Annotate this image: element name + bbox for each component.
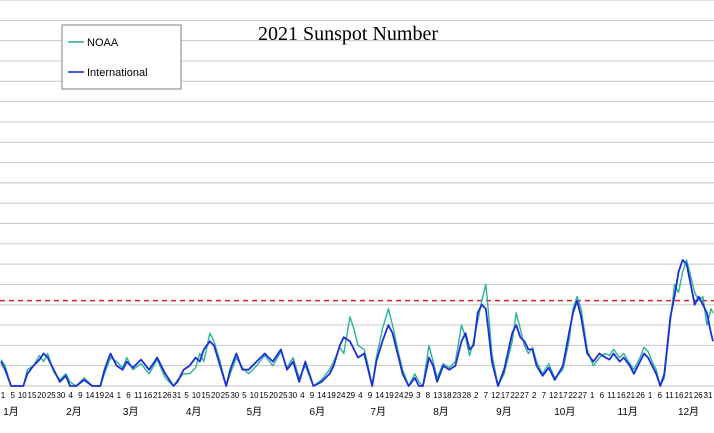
x-tick-day: 11 bbox=[665, 391, 674, 400]
x-tick-day: 15 bbox=[201, 391, 210, 400]
x-tick-day: 8 bbox=[426, 391, 431, 400]
x-tick-day: 25 bbox=[221, 391, 230, 400]
x-tick-day: 19 bbox=[385, 391, 394, 400]
x-tick-day: 9 bbox=[368, 391, 373, 400]
legend: NOAA International bbox=[61, 24, 182, 90]
x-tick-day: 21 bbox=[684, 391, 693, 400]
legend-label-international: International bbox=[87, 67, 148, 79]
x-tick-day: 2 bbox=[474, 391, 479, 400]
x-tick-day: 10 bbox=[18, 391, 27, 400]
x-tick-day: 23 bbox=[452, 391, 461, 400]
x-tick-day: 18 bbox=[443, 391, 452, 400]
x-tick-day: 1 bbox=[648, 391, 653, 400]
x-tick-day: 24 bbox=[105, 391, 114, 400]
x-tick-day: 1 bbox=[590, 391, 595, 400]
x-tick-month: 8月 bbox=[433, 406, 449, 418]
x-tick-day: 4 bbox=[358, 391, 363, 400]
x-tick-day: 25 bbox=[47, 391, 56, 400]
x-tick-month: 1月 bbox=[3, 406, 19, 418]
x-tick-day: 20 bbox=[37, 391, 46, 400]
x-tick-day: 7 bbox=[542, 391, 547, 400]
x-tick-day: 29 bbox=[404, 391, 413, 400]
x-tick-month: 6月 bbox=[310, 406, 326, 418]
x-tick-day: 6 bbox=[600, 391, 605, 400]
x-tick-day: 4 bbox=[300, 391, 305, 400]
x-tick-day: 1 bbox=[117, 391, 122, 400]
x-tick-day: 4 bbox=[68, 391, 73, 400]
x-tick-day: 12 bbox=[491, 391, 500, 400]
chart-title: 2021 Sunspot Number bbox=[258, 23, 438, 45]
x-tick-day: 26 bbox=[694, 391, 703, 400]
x-tick-day: 16 bbox=[617, 391, 626, 400]
x-tick-day: 19 bbox=[327, 391, 336, 400]
x-tick-day: 17 bbox=[501, 391, 510, 400]
x-tick-day: 1 bbox=[1, 391, 6, 400]
series-line-noaa bbox=[0, 259, 714, 387]
x-tick-day: 19 bbox=[95, 391, 104, 400]
x-tick-day: 25 bbox=[279, 391, 288, 400]
x-tick-day: 30 bbox=[230, 391, 239, 400]
x-tick-day: 30 bbox=[288, 391, 297, 400]
x-tick-day: 3 bbox=[416, 391, 421, 400]
x-tick-day: 30 bbox=[56, 391, 65, 400]
x-tick-day: 7 bbox=[484, 391, 489, 400]
x-tick-day: 14 bbox=[317, 391, 326, 400]
x-tick-day: 15 bbox=[259, 391, 268, 400]
x-tick-day: 31 bbox=[172, 391, 181, 400]
x-tick-day: 11 bbox=[134, 391, 143, 400]
legend-box bbox=[61, 24, 182, 90]
x-tick-day: 24 bbox=[395, 391, 404, 400]
x-tick-day: 10 bbox=[250, 391, 259, 400]
x-tick-day: 21 bbox=[153, 391, 162, 400]
x-tick-day: 2 bbox=[532, 391, 537, 400]
x-tick-day: 13 bbox=[433, 391, 442, 400]
x-tick-day: 16 bbox=[675, 391, 684, 400]
x-tick-day: 14 bbox=[375, 391, 384, 400]
x-tick-day: 31 bbox=[704, 391, 713, 400]
x-tick-day: 17 bbox=[559, 391, 568, 400]
x-tick-day: 10 bbox=[192, 391, 201, 400]
x-tick-day: 5 bbox=[184, 391, 189, 400]
x-tick-day: 5 bbox=[242, 391, 247, 400]
x-tick-month: 9月 bbox=[496, 406, 512, 418]
x-tick-day: 5 bbox=[10, 391, 15, 400]
series-layer bbox=[0, 259, 714, 387]
x-tick-month: 7月 bbox=[370, 406, 386, 418]
x-tick-day: 9 bbox=[310, 391, 315, 400]
x-tick-day: 9 bbox=[78, 391, 83, 400]
x-tick-day: 15 bbox=[28, 391, 37, 400]
x-tick-day: 26 bbox=[163, 391, 172, 400]
x-tick-day: 26 bbox=[636, 391, 645, 400]
x-tick-month: 5月 bbox=[247, 406, 263, 418]
x-tick-day: 29 bbox=[346, 391, 355, 400]
x-tick-day: 6 bbox=[657, 391, 662, 400]
x-tick-day: 20 bbox=[211, 391, 220, 400]
x-tick-month: 12月 bbox=[678, 406, 699, 418]
x-tick-day: 22 bbox=[568, 391, 577, 400]
x-tick-month: 11月 bbox=[618, 406, 638, 418]
x-tick-month: 4月 bbox=[186, 406, 202, 418]
x-tick-day: 22 bbox=[510, 391, 519, 400]
x-axis-labels: 1 5 10 15 20 25 30 4 9 14 19 24 1 6 11 16 21 26 31 5 10 15 20 2… bbox=[1, 391, 713, 418]
x-tick-day: 27 bbox=[578, 391, 587, 400]
x-tick-month: 2月 bbox=[66, 406, 82, 418]
x-tick-day: 11 bbox=[607, 391, 616, 400]
x-tick-day: 24 bbox=[337, 391, 346, 400]
x-tick-day: 28 bbox=[462, 391, 471, 400]
x-tick-day: 14 bbox=[85, 391, 94, 400]
x-tick-month: 10月 bbox=[554, 406, 575, 418]
x-tick-day: 20 bbox=[269, 391, 278, 400]
x-tick-day: 21 bbox=[626, 391, 635, 400]
series-line-international bbox=[0, 259, 714, 387]
x-tick-month: 3月 bbox=[123, 406, 139, 418]
x-tick-day: 6 bbox=[126, 391, 131, 400]
x-tick-day: 27 bbox=[520, 391, 529, 400]
x-tick-day: 12 bbox=[549, 391, 558, 400]
gridlines bbox=[0, 0, 714, 387]
x-tick-day: 16 bbox=[143, 391, 152, 400]
legend-label-noaa: NOAA bbox=[87, 37, 119, 49]
